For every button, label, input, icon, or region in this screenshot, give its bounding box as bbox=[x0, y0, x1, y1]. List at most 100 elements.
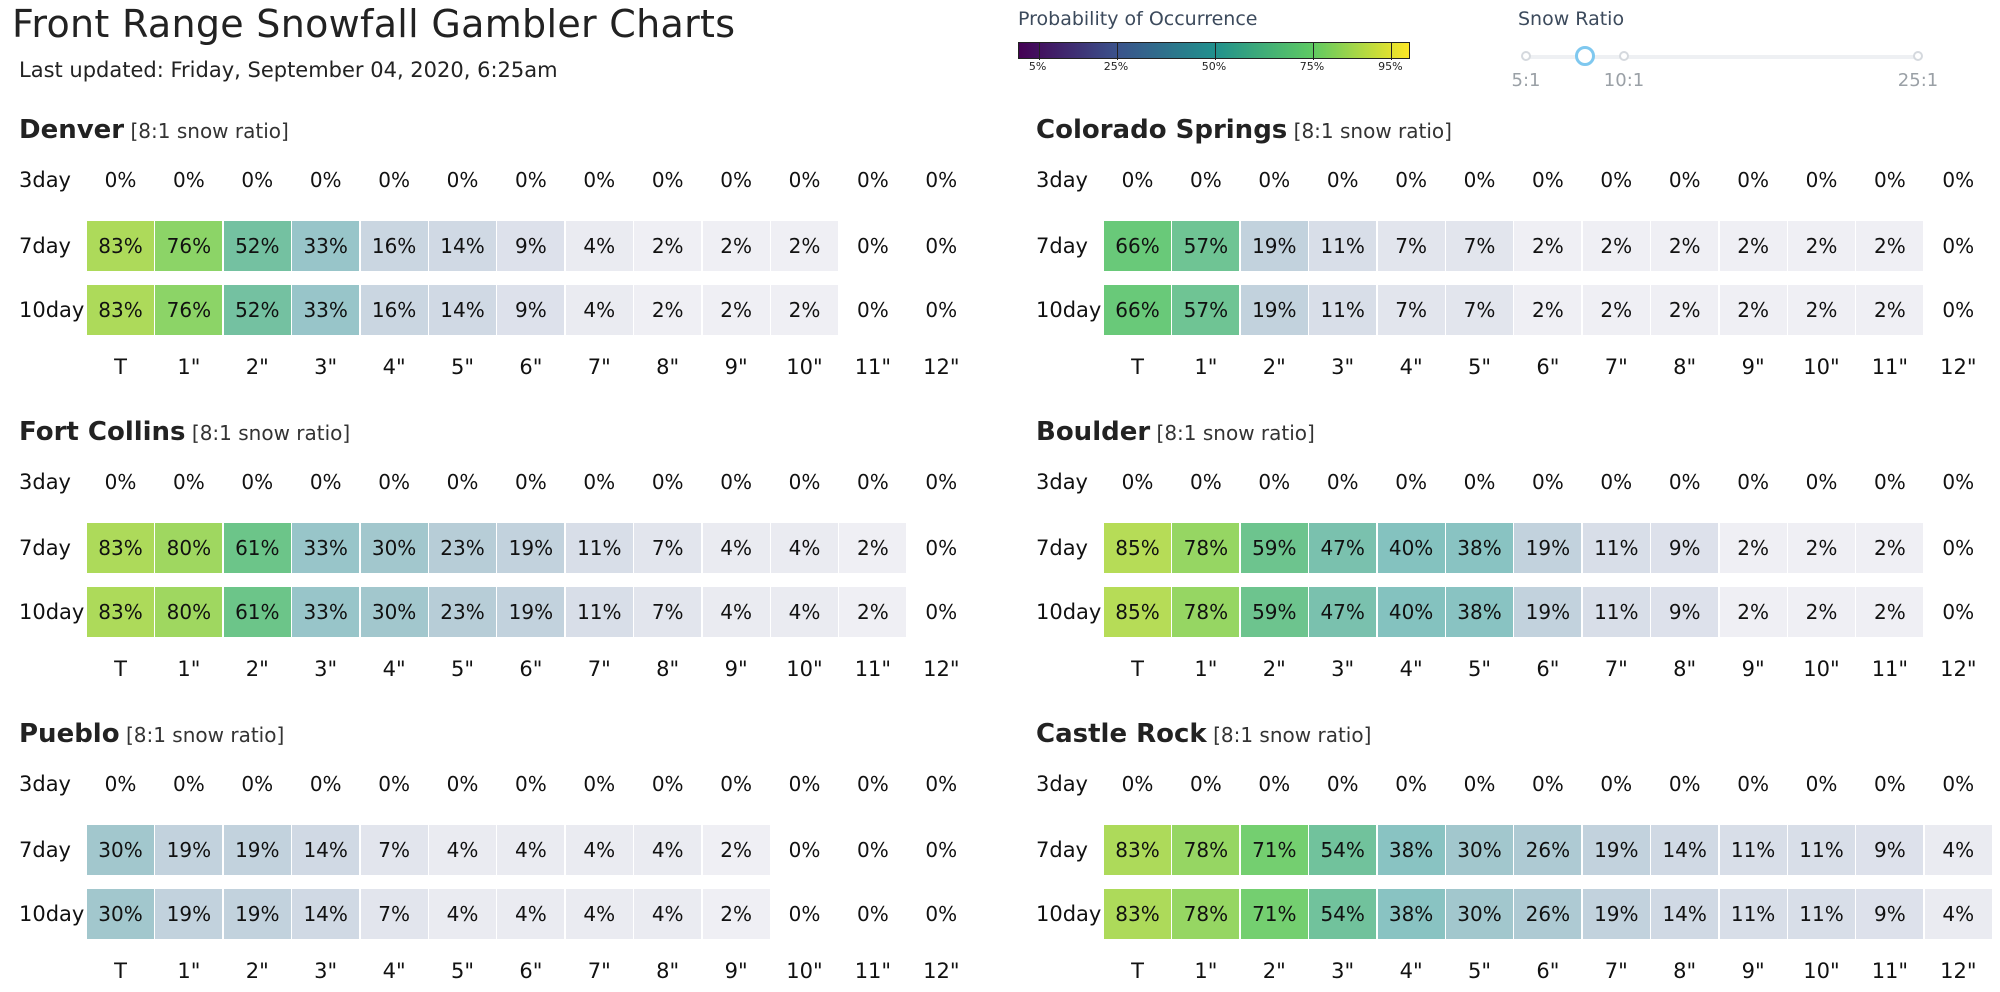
heatmap-cell: 9% bbox=[1651, 587, 1719, 637]
heatmap-cell: 0% bbox=[925, 600, 958, 624]
snow-ratio-label[interactable]: 25:1 bbox=[1897, 70, 1939, 91]
x-tick-label: 12" bbox=[923, 657, 960, 681]
heatmap-cell: 47% bbox=[1309, 587, 1377, 637]
snow-ratio-note: [8:1 snow ratio] bbox=[1206, 723, 1372, 747]
city-name: Castle Rock bbox=[1036, 719, 1207, 749]
heatmap-cell: 16% bbox=[360, 285, 428, 335]
heatmap-cell: 0% bbox=[1121, 772, 1154, 796]
heatmap-cell: 2% bbox=[1856, 285, 1924, 335]
heatmap-cell: 2% bbox=[839, 587, 907, 637]
legend-colorbar bbox=[1018, 42, 1410, 60]
snow-ratio-handle[interactable] bbox=[1574, 46, 1595, 66]
heatmap-cell: 2% bbox=[1514, 285, 1582, 335]
snow-ratio-label[interactable]: 10:1 bbox=[1603, 70, 1645, 91]
heatmap-cell: 47% bbox=[1309, 523, 1377, 573]
heatmap-cell: 0% bbox=[1258, 772, 1291, 796]
x-tick-label: 10" bbox=[1803, 355, 1840, 379]
heatmap-cell: 0% bbox=[651, 168, 684, 192]
heatmap-cell: 0% bbox=[446, 470, 479, 494]
heatmap-cell: 0% bbox=[1258, 470, 1291, 494]
heatmap-cell: 2% bbox=[771, 285, 838, 335]
heatmap-cell: 2% bbox=[1788, 221, 1855, 271]
heatmap-cell: 7% bbox=[1446, 221, 1513, 271]
snow-ratio-slider-track[interactable] bbox=[1526, 55, 1918, 59]
heatmap-cell: 19% bbox=[155, 825, 223, 875]
heatmap-cell: 0% bbox=[925, 772, 958, 796]
heatmap-cell: 11% bbox=[1788, 825, 1855, 875]
heatmap-cell: 0% bbox=[1532, 168, 1564, 192]
x-tick-label: 8" bbox=[1673, 657, 1697, 681]
x-tick-label: 2" bbox=[1262, 355, 1286, 379]
snow-ratio-note: [8:1 snow ratio] bbox=[124, 119, 289, 143]
heatmap-cell: 85% bbox=[1104, 587, 1171, 637]
heatmap-cell: 0% bbox=[1600, 470, 1633, 494]
x-tick-label: 7" bbox=[587, 657, 611, 681]
heatmap-cell: 30% bbox=[1446, 825, 1513, 875]
heatmap-cell: 30% bbox=[87, 889, 154, 939]
heatmap-cell: 19% bbox=[223, 889, 291, 939]
heatmap-cell: 0% bbox=[104, 470, 137, 494]
heatmap-cell: 11% bbox=[1719, 889, 1787, 939]
x-tick-label: 1" bbox=[1194, 959, 1218, 983]
heatmap-cell: 11% bbox=[1719, 825, 1787, 875]
x-tick-label: 7" bbox=[587, 355, 611, 379]
heatmap-cell: 0% bbox=[1942, 536, 1975, 560]
snow-ratio-label[interactable]: 5:1 bbox=[1511, 70, 1541, 91]
heatmap-cell: 0% bbox=[1326, 168, 1359, 192]
heatmap-cell: 2% bbox=[634, 221, 702, 271]
heatmap-cell: 0% bbox=[1942, 470, 1975, 494]
heatmap-cell: 0% bbox=[1805, 470, 1838, 494]
heatmap-cell: 83% bbox=[87, 523, 154, 573]
heatmap-cell: 2% bbox=[771, 221, 838, 271]
legend-tick-label: 75% bbox=[1299, 60, 1325, 73]
heatmap-cell: 0% bbox=[788, 470, 821, 494]
row-label: 7day bbox=[1036, 536, 1088, 560]
heatmap-cell: 0% bbox=[515, 772, 547, 796]
snow-ratio-stop[interactable] bbox=[1913, 51, 1923, 61]
heatmap-cell: 19% bbox=[497, 523, 565, 573]
heatmap-cell: 0% bbox=[925, 298, 958, 322]
heatmap-cell: 0% bbox=[1532, 772, 1564, 796]
heatmap-cell: 0% bbox=[788, 838, 821, 862]
heatmap-cell: 30% bbox=[87, 825, 154, 875]
heatmap-cell: 0% bbox=[1395, 168, 1427, 192]
x-tick-label: 1" bbox=[177, 959, 201, 983]
heatmap-cell: 0% bbox=[1532, 470, 1564, 494]
legend-tick bbox=[1313, 43, 1314, 60]
heatmap-cell: 4% bbox=[565, 285, 633, 335]
heatmap-cell: 83% bbox=[87, 587, 154, 637]
x-tick-label: 4" bbox=[382, 959, 406, 983]
heatmap-cell: 0% bbox=[515, 470, 547, 494]
heatmap-cell: 4% bbox=[497, 825, 565, 875]
row-label: 7day bbox=[19, 838, 71, 862]
heatmap-cell: 11% bbox=[565, 587, 633, 637]
heatmap-cell: 0% bbox=[1600, 168, 1633, 192]
heatmap-cell: 19% bbox=[497, 587, 565, 637]
heatmap-cell: 0% bbox=[857, 902, 889, 926]
heatmap-cell: 4% bbox=[429, 889, 496, 939]
snow-ratio-stop[interactable] bbox=[1521, 51, 1531, 61]
row-label: 10day bbox=[1036, 298, 1102, 322]
heatmap-cell: 38% bbox=[1377, 889, 1445, 939]
x-tick-label: 9" bbox=[724, 355, 748, 379]
heatmap-cell: 2% bbox=[1788, 587, 1855, 637]
heatmap-cell: 0% bbox=[309, 470, 342, 494]
heatmap-cell: 14% bbox=[292, 889, 360, 939]
heatmap-cell: 19% bbox=[1240, 221, 1308, 271]
x-tick-label: 2" bbox=[245, 657, 269, 681]
heatmap-cell: 4% bbox=[771, 523, 838, 573]
heatmap-cell: 0% bbox=[1874, 470, 1906, 494]
x-tick-label: 6" bbox=[1536, 959, 1560, 983]
heatmap-fort-collins: Fort Collins [8:1 snow ratio] 3day 0% 0% 0% 0… bbox=[19, 417, 979, 689]
heatmap-cell: 23% bbox=[429, 587, 496, 637]
heatmap-cell: 0% bbox=[309, 168, 342, 192]
heatmap-cell: 19% bbox=[1582, 825, 1650, 875]
snow-ratio-stop[interactable] bbox=[1619, 51, 1629, 61]
heatmap-cell: 4% bbox=[771, 587, 838, 637]
x-tick-label: 12" bbox=[923, 959, 960, 983]
x-tick-label: 5" bbox=[1467, 657, 1492, 681]
heatmap-cell: 0% bbox=[857, 772, 889, 796]
city-name: Denver bbox=[19, 115, 125, 145]
heatmap-cell: 71% bbox=[1240, 889, 1308, 939]
heatmap-cell: 0% bbox=[1942, 772, 1975, 796]
